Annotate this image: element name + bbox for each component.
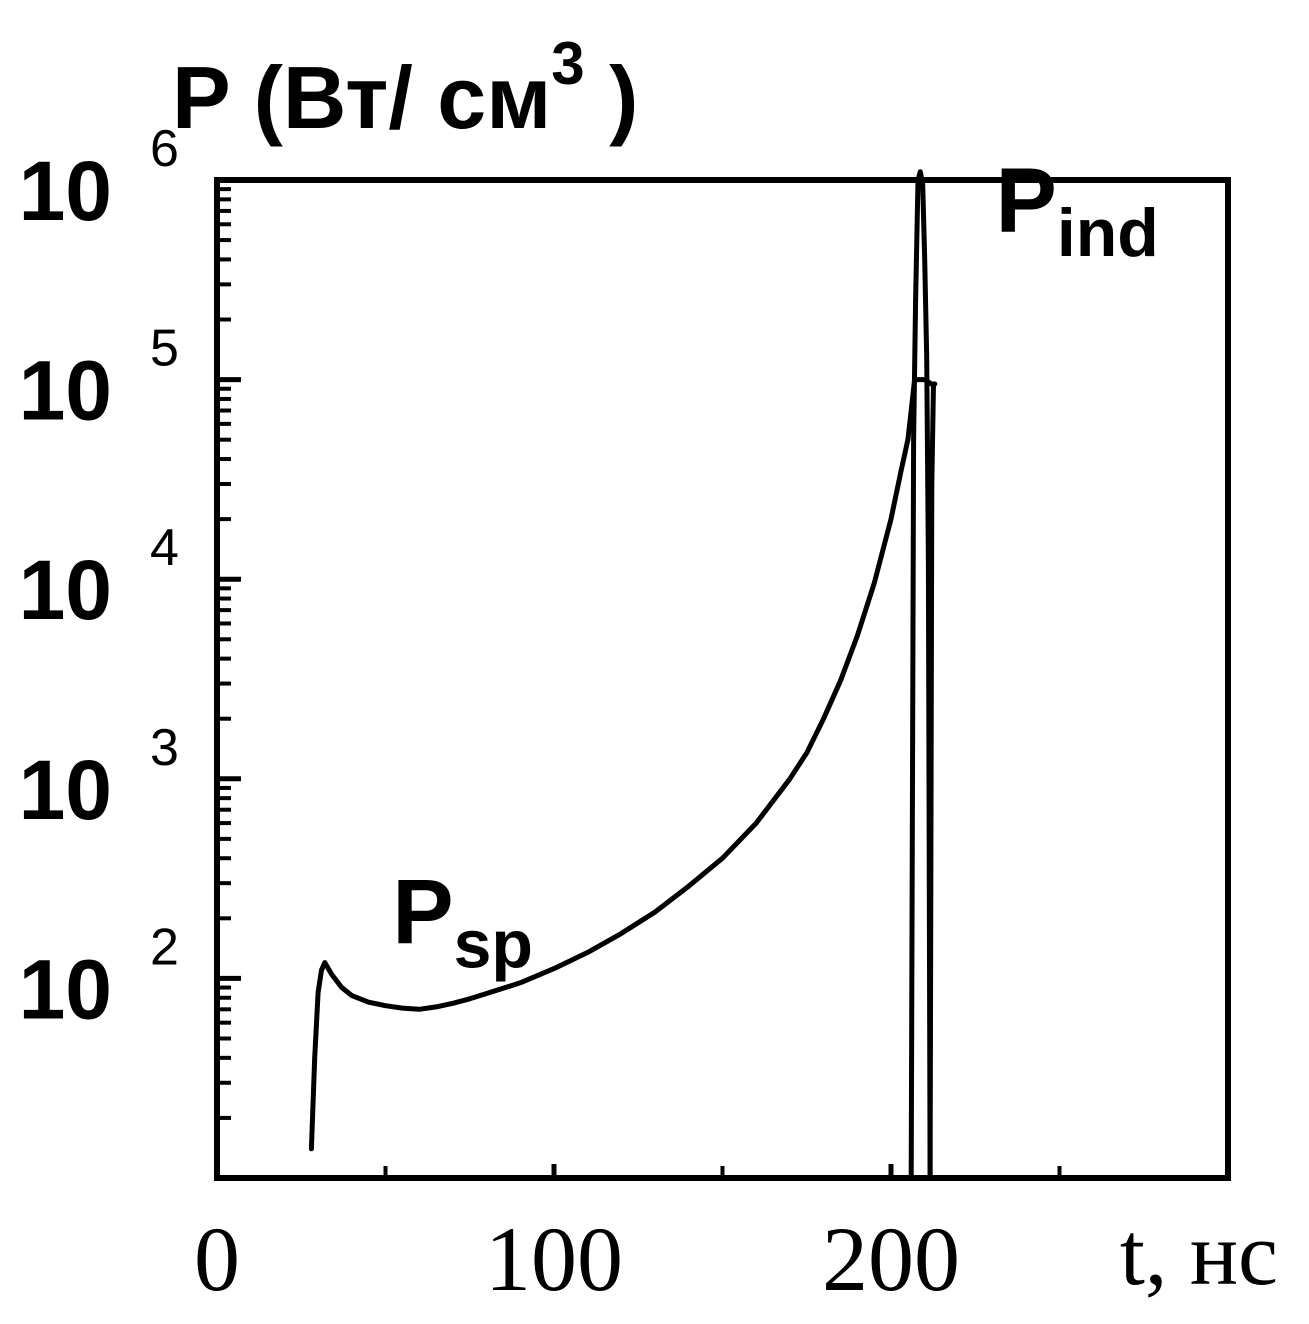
axis-ticks (217, 177, 1062, 1181)
x-tick-label: 0 (194, 1208, 240, 1310)
series-line-1 (308, 377, 938, 1152)
series-line-3 (927, 381, 936, 1181)
plot-frame-rect (214, 177, 1231, 1181)
y-tick-exponent: 2 (150, 918, 179, 976)
annotation-label-sp: Psp (392, 861, 533, 982)
x-axis-title: t, нс (1120, 1205, 1278, 1304)
axis-labels: P (Вт/ см3 ) t, нс (172, 30, 1278, 1304)
y-tick-exponent: 5 (150, 320, 179, 378)
tick-labels: 0 100 200 10 2 10 3 10 4 10 5 10 6 (19, 120, 960, 1310)
series-group (308, 169, 938, 1181)
y-tick-label: 10 (19, 543, 112, 637)
y-tick-label: 10 (19, 344, 112, 438)
y-axis-title: P (Вт/ см3 ) (172, 30, 638, 147)
y-tick-exponent: 6 (150, 120, 179, 178)
x-tick-label: 200 (822, 1208, 960, 1310)
x-tick-label: 100 (485, 1208, 623, 1310)
plot-frame (214, 177, 1231, 1181)
y-tick-exponent: 3 (150, 719, 179, 777)
y-tick-label: 10 (19, 144, 112, 238)
y-tick-label: 10 (19, 743, 112, 837)
y-tick-label: 10 (19, 942, 112, 1036)
y-tick-exponent: 4 (150, 519, 179, 577)
series-line-2 (908, 169, 933, 1181)
annotation-label-ind: Pind (995, 150, 1158, 271)
annotations: Psp Pind (392, 150, 1159, 982)
